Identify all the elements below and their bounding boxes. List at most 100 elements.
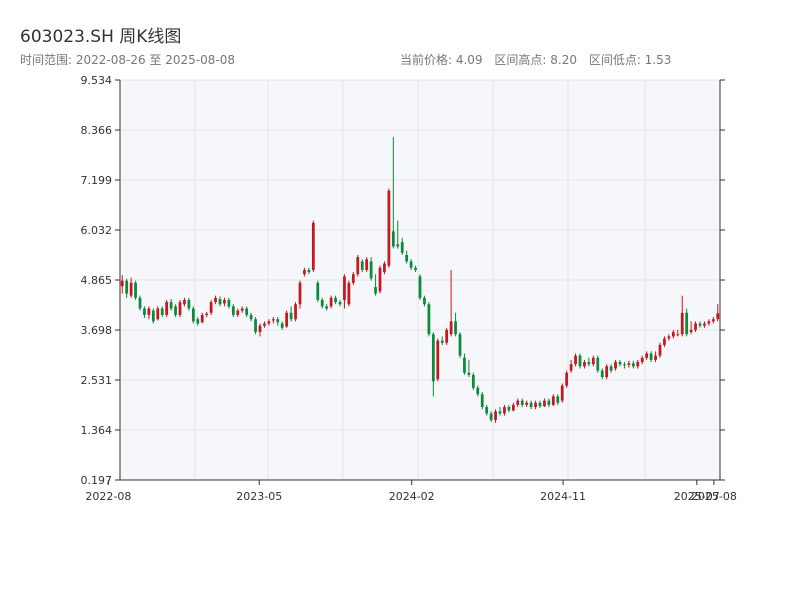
candle-body — [263, 323, 266, 326]
y-tick-label: 6.032 — [81, 224, 113, 237]
grid-lines — [120, 79, 720, 481]
candle-body — [471, 374, 475, 388]
candle-body — [534, 402, 537, 408]
candle — [289, 306, 293, 322]
candle-body — [236, 310, 240, 315]
candle — [223, 297, 226, 307]
candle-body — [214, 297, 217, 303]
candle-body — [640, 357, 644, 363]
candle-body — [303, 269, 306, 275]
candle-body — [187, 299, 191, 309]
candle — [311, 220, 315, 273]
candle — [534, 400, 537, 410]
candle-body — [209, 302, 213, 313]
candle — [574, 353, 577, 367]
candle — [147, 306, 151, 320]
candle — [414, 265, 417, 273]
x-tick-label: 2022-08 — [85, 490, 131, 503]
candle-body — [578, 355, 582, 367]
candle — [325, 304, 329, 311]
candle — [680, 295, 684, 337]
candle — [360, 259, 364, 273]
candle-body — [596, 357, 600, 371]
candle-body — [494, 411, 497, 420]
candle — [191, 306, 195, 324]
x-tick-label: 2024-11 — [540, 490, 586, 503]
candle — [240, 306, 244, 313]
candle-body — [360, 261, 364, 270]
candle — [543, 398, 546, 408]
candle — [245, 306, 249, 318]
candle — [516, 398, 520, 408]
candle-body — [627, 363, 631, 366]
candle-body — [587, 362, 591, 365]
date-range-label: 时间范围: 2022-08-26 至 2025-08-08 — [20, 53, 235, 67]
candle-body — [649, 353, 653, 360]
candle-body — [334, 297, 337, 303]
candle — [138, 295, 142, 311]
candle — [529, 400, 533, 410]
candle-body — [200, 314, 204, 323]
candle — [391, 137, 395, 249]
candle — [134, 280, 137, 300]
candle-body — [267, 321, 271, 324]
candle-body — [618, 362, 622, 365]
candle — [209, 299, 213, 315]
candle — [618, 359, 622, 367]
candle — [343, 274, 346, 309]
candle-body — [396, 244, 400, 247]
candle-body — [707, 321, 711, 324]
candle — [214, 295, 217, 305]
candle — [565, 370, 569, 388]
candle — [551, 394, 555, 407]
candle-body — [276, 319, 280, 323]
candle-body — [378, 267, 382, 292]
candle — [467, 359, 471, 378]
candle-body — [631, 363, 635, 367]
candle-body — [583, 362, 586, 367]
candle — [649, 351, 653, 363]
candle-body — [623, 364, 626, 366]
candle — [160, 306, 164, 318]
candle-body — [449, 321, 453, 335]
candle-body — [480, 394, 484, 408]
candle-body — [680, 312, 684, 335]
candle — [458, 332, 462, 358]
candle — [445, 327, 449, 345]
candle — [583, 359, 586, 369]
candle-body — [667, 336, 671, 339]
candle-body — [289, 312, 293, 320]
candle-body — [383, 263, 386, 273]
candle — [694, 321, 697, 333]
candle-body — [138, 297, 142, 309]
period-low-label: 区间低点: 1.53 — [588, 53, 672, 67]
candle-body — [223, 299, 226, 304]
candle-body — [503, 407, 506, 414]
candle — [436, 338, 440, 382]
y-tick-label: 7.199 — [81, 174, 113, 187]
chart-title: 603023.SH 周K线图 — [20, 27, 182, 47]
candle — [396, 220, 400, 249]
candle-body — [529, 402, 533, 408]
candle — [294, 302, 297, 322]
candle-body — [156, 308, 160, 320]
candle — [418, 274, 422, 300]
candle — [183, 297, 186, 307]
candle — [196, 317, 200, 326]
candle — [129, 277, 133, 298]
candle — [609, 364, 613, 373]
candle — [658, 342, 662, 358]
candle — [685, 308, 689, 337]
candle — [334, 295, 337, 305]
candle-body — [129, 282, 133, 296]
candle — [654, 351, 657, 363]
candle — [125, 278, 129, 298]
candle — [689, 321, 693, 335]
candle-body — [347, 282, 351, 305]
candle-body — [703, 323, 706, 326]
candle-body — [191, 308, 195, 322]
candle — [698, 321, 702, 328]
y-tick-label: 0.197 — [81, 474, 113, 487]
y-tick-label: 1.364 — [81, 424, 113, 437]
candle — [560, 383, 564, 403]
